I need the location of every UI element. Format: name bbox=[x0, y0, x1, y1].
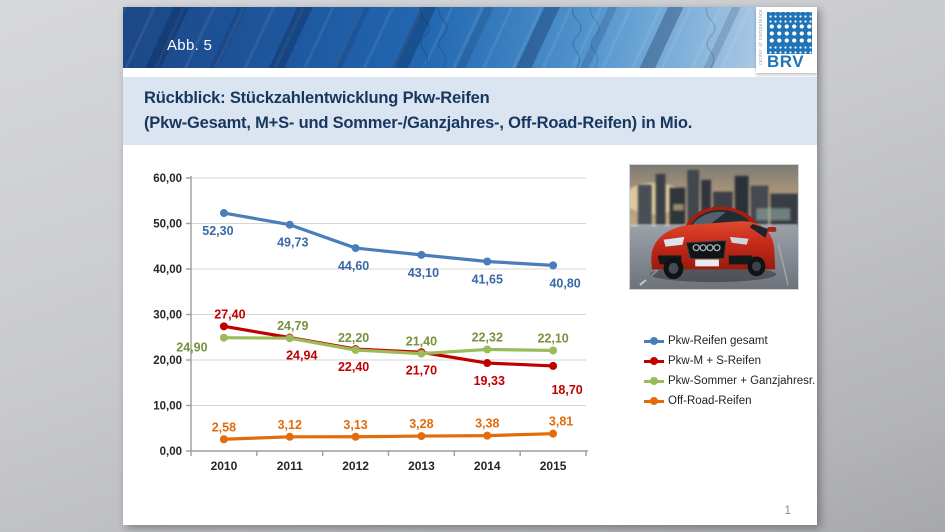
data-label: 52,30 bbox=[202, 224, 233, 238]
series-line bbox=[222, 211, 555, 267]
data-point bbox=[549, 429, 558, 438]
legend-label: Pkw-Reifen gesamt bbox=[668, 335, 768, 347]
car-photo bbox=[629, 164, 799, 290]
legend-label: Pkw-Sommer + Ganzjahresr. bbox=[668, 375, 816, 387]
data-label: 3,12 bbox=[278, 418, 302, 432]
logo-tagline: center of competence bbox=[758, 8, 764, 65]
data-label: 24,79 bbox=[277, 319, 308, 333]
data-label: 27,40 bbox=[214, 307, 245, 321]
y-tick-label: 30,00 bbox=[153, 310, 182, 322]
legend-label: Off-Road-Reifen bbox=[668, 395, 752, 407]
legend-item: Pkw-Reifen gesamt bbox=[644, 331, 815, 351]
data-label: 22,40 bbox=[338, 360, 369, 374]
data-point bbox=[483, 345, 492, 354]
data-point bbox=[285, 334, 294, 343]
data-point bbox=[351, 432, 360, 441]
y-tick-label: 0,00 bbox=[160, 446, 182, 458]
chart-legend: Pkw-Reifen gesamt Pkw-M + S-Reifen Pkw-Som… bbox=[644, 331, 815, 411]
x-tick-label: 2012 bbox=[342, 459, 369, 473]
data-point bbox=[219, 333, 228, 342]
chart-svg: 0,00 10,00 20,00 30,00 40,00 50,00 60,00 2010 20… bbox=[153, 173, 588, 473]
data-label: 24,94 bbox=[286, 349, 317, 363]
data-label: 49,73 bbox=[277, 236, 308, 250]
x-tick-label: 2010 bbox=[211, 459, 238, 473]
legend-label: Pkw-M + S-Reifen bbox=[668, 355, 761, 367]
data-point bbox=[549, 346, 558, 355]
data-point bbox=[219, 209, 228, 218]
slide: Abb. 5 center of competence BRV Rückblic… bbox=[123, 7, 817, 525]
y-tick-label: 40,00 bbox=[153, 264, 182, 276]
data-point bbox=[417, 250, 426, 259]
data-label: 21,40 bbox=[406, 335, 437, 349]
data-label: 3,28 bbox=[409, 417, 433, 431]
slide-title-line1: Rückblick: Stückzahlentwicklung Pkw-Reif… bbox=[144, 89, 490, 107]
data-point bbox=[351, 345, 360, 354]
data-label: 19,33 bbox=[474, 374, 505, 388]
data-point bbox=[483, 359, 492, 368]
slide-title-line2: (Pkw-Gesamt, M+S- und Sommer-/Ganzjahres… bbox=[144, 114, 693, 132]
x-tick-label: 2013 bbox=[408, 459, 435, 473]
line-chart: 0,00 10,00 20,00 30,00 40,00 50,00 60,00 2010 20… bbox=[143, 162, 623, 477]
y-tick-label: 10,00 bbox=[153, 401, 182, 413]
logo-brand-text: BRV bbox=[767, 52, 805, 71]
data-point bbox=[549, 261, 558, 270]
logo-halftone-icon bbox=[767, 12, 812, 54]
data-point bbox=[285, 220, 294, 229]
data-label: 40,80 bbox=[549, 276, 580, 290]
legend-item: Off-Road-Reifen bbox=[644, 391, 815, 411]
data-label: 41,65 bbox=[472, 272, 503, 286]
slide-title-block: Rückblick: Stückzahlentwicklung Pkw-Reif… bbox=[123, 77, 817, 145]
y-tick-label: 60,00 bbox=[153, 173, 182, 185]
x-tick-label: 2014 bbox=[474, 459, 501, 473]
figure-label: Abb. 5 bbox=[167, 37, 213, 54]
x-tick-label: 2011 bbox=[277, 459, 303, 473]
tire-tread-texture bbox=[419, 7, 716, 68]
data-point bbox=[417, 432, 426, 441]
series-line bbox=[222, 432, 555, 441]
data-point bbox=[219, 322, 228, 331]
data-label: 22,20 bbox=[338, 331, 369, 345]
data-point bbox=[285, 432, 294, 441]
data-label: 24,90 bbox=[176, 341, 207, 355]
series-line bbox=[222, 336, 555, 356]
data-label: 22,32 bbox=[472, 330, 503, 344]
legend-line-dot-icon bbox=[644, 377, 664, 385]
legend-line-dot-icon bbox=[644, 337, 664, 345]
data-point bbox=[483, 257, 492, 266]
data-point bbox=[219, 435, 228, 444]
data-point bbox=[417, 349, 426, 358]
data-label: 43,10 bbox=[408, 266, 439, 280]
y-tick-label: 20,00 bbox=[153, 355, 182, 367]
data-label: 18,70 bbox=[551, 383, 582, 397]
slide-header-banner: Abb. 5 bbox=[123, 7, 756, 68]
data-label: 2,58 bbox=[212, 420, 236, 434]
y-tick-label: 50,00 bbox=[153, 219, 182, 231]
data-label: 3,13 bbox=[343, 418, 367, 432]
data-label: 44,60 bbox=[338, 259, 369, 273]
data-point bbox=[483, 431, 492, 440]
legend-item: Pkw-M + S-Reifen bbox=[644, 351, 815, 371]
data-label: 3,81 bbox=[549, 415, 573, 429]
brv-logo: center of competence BRV bbox=[756, 7, 817, 73]
data-point bbox=[549, 361, 558, 370]
red-car bbox=[649, 206, 777, 283]
x-tick-label: 2015 bbox=[540, 459, 567, 473]
data-label: 22,10 bbox=[537, 331, 568, 345]
legend-line-dot-icon bbox=[644, 357, 664, 365]
page-number: 1 bbox=[784, 503, 791, 517]
data-point bbox=[351, 244, 360, 253]
legend-item: Pkw-Sommer + Ganzjahresr. bbox=[644, 371, 815, 391]
legend-line-dot-icon bbox=[644, 397, 664, 405]
data-label: 21,70 bbox=[406, 363, 437, 377]
data-label: 3,38 bbox=[475, 417, 499, 431]
